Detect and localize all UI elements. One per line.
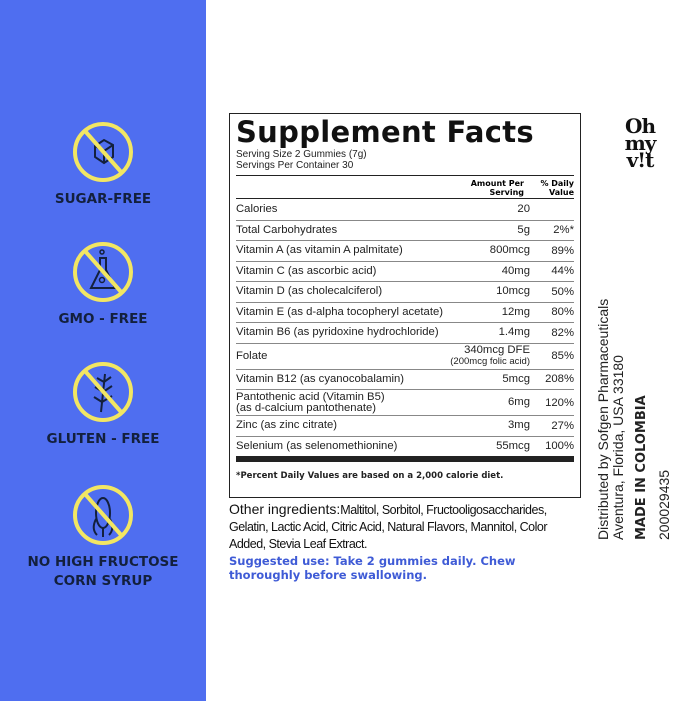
nutrient-amount: 800mcg (489, 244, 530, 257)
nutrient-amount: 1.4mg (498, 326, 530, 339)
nutrient-dv: 89% (551, 244, 574, 257)
product-code: 200029435 (656, 469, 672, 540)
badge-no-hfcs: NO HIGH FRUCTOSE CORN SYRUP (0, 483, 206, 591)
other-ingredients: Other ingredients:Maltitol, Sorbitol, Fr… (229, 501, 585, 553)
nutrient-table: Calories 20 Total Carbohydrates 5g 2%* Vitami… (236, 199, 574, 456)
nutrient-name: Vitamin C (as ascorbic acid) (236, 264, 377, 277)
nutrient-dv: 85% (551, 350, 574, 362)
wheat-icon (73, 362, 133, 422)
nutrient-name: Folate (236, 349, 268, 362)
nutrient-name: Vitamin B12 (as cyanocobalamin) (236, 372, 405, 385)
badge-label: SUGAR-FREE (54, 191, 152, 207)
nutrient-name: Vitamin B6 (as pyridoxine hydrochloride) (236, 326, 439, 339)
nutrient-row: Selenium (as selenomethionine) 55mcg 100% (236, 435, 574, 457)
distributor-info: Distributed by Sofgen Pharmaceuticals Av… (595, 180, 672, 540)
nutrient-dv: 120% (545, 396, 574, 409)
suggested-use: Suggested use: Take 2 gummies daily. Che… (229, 554, 516, 582)
badge-sugar-free: SUGAR-FREE (0, 120, 206, 209)
nutrient-name: Selenium (as selenomethionine) (236, 439, 398, 452)
badge-label-line2: CORN SYRUP (53, 573, 153, 589)
nutrient-row: Vitamin E (as d-alpha tocopheryl acetate… (236, 301, 574, 323)
col-dv: % Daily Value (540, 179, 574, 197)
nutrient-name: Zinc (as zinc citrate) (236, 419, 338, 432)
badge-label: GMO - FREE (58, 311, 148, 327)
address-line: Aventura, Florida, USA 33180 (610, 355, 626, 540)
nutrient-name: Total Carbohydrates (236, 223, 338, 236)
nutrient-dv: 80% (551, 306, 574, 319)
nutrient-row: Calories 20 (236, 199, 574, 220)
brand-logo: Oh my v!t (624, 114, 657, 172)
nutrient-amount: 5g (517, 223, 530, 236)
col-amount: Amount Per Serving (470, 179, 524, 197)
servings-per-container: Servings Per Container 30 (236, 160, 354, 171)
nutrient-amount: 340mcg DFE (200mcg folic acid) (450, 344, 530, 367)
nutrient-row: Folate 340mcg DFE (200mcg folic acid) 85% (236, 342, 574, 369)
nutrient-row: Vitamin B12 (as cyanocobalamin) 5mcg 208% (236, 368, 574, 390)
badge-gmo-free: GMO - FREE (0, 240, 206, 329)
nutrient-row: Vitamin D (as cholecalciferol) 10mcg 50% (236, 281, 574, 302)
distributor-line: Distributed by Sofgen Pharmaceuticals (595, 298, 611, 540)
badge-label: NO HIGH FRUCTOSE (27, 554, 179, 570)
nutrient-row: Zinc (as zinc citrate) 3mg 27% (236, 415, 574, 436)
nutrient-amount: 3mg (508, 419, 530, 432)
nutrient-amount: 55mcg (496, 439, 530, 452)
nutrient-name: Calories (236, 202, 278, 215)
nutrient-dv: 82% (551, 326, 574, 339)
badge-label: GLUTEN - FREE (46, 431, 160, 447)
nutrient-amount: 20 (517, 202, 530, 215)
nutrient-amount: 10mcg (496, 285, 530, 298)
nutrient-row: Total Carbohydrates 5g 2%* (236, 219, 574, 241)
supplement-facts-panel: Supplement Facts Serving Size 2 Gummies … (229, 113, 581, 498)
ingredients-label: Other ingredients: (229, 501, 341, 517)
benefits-panel: SUGAR-FREE GMO - FREE GLUTEN - FREE NO H… (0, 0, 206, 701)
badge-gluten-free: GLUTEN - FREE (0, 360, 206, 449)
nutrient-row: Vitamin A (as vitamin A palmitate) 800mcg… (236, 240, 574, 261)
nutrient-amount: 5mcg (502, 372, 530, 385)
made-in: MADE IN COLOMBIA (634, 395, 649, 540)
nutrient-row: Vitamin C (as ascorbic acid) 40mg 44% (236, 260, 574, 282)
column-headers: Amount Per Serving % Daily Value (236, 176, 574, 198)
ingredients-text: Maltitol, Sorbitol, Fructooligosaccharid… (229, 503, 548, 551)
nutrient-dv: 44% (551, 265, 574, 278)
facts-title: Supplement Facts (236, 115, 534, 149)
nutrient-row: Pantothenic acid (Vitamin B5) (as d-calci… (236, 389, 574, 415)
sugar-cube-icon (73, 122, 133, 182)
nutrient-name: Pantothenic acid (Vitamin B5) (as d-calci… (236, 390, 385, 414)
nutrient-name: Vitamin A (as vitamin A palmitate) (236, 244, 403, 257)
nutrient-dv: 50% (551, 285, 574, 298)
corn-icon (73, 485, 133, 545)
serving-size: Serving Size 2 Gummies (7g) (236, 149, 367, 160)
nutrient-amount: 6mg (508, 396, 530, 408)
nutrient-name: Vitamin E (as d-alpha tocopheryl acetate… (236, 305, 444, 318)
flask-icon (73, 242, 133, 302)
footnote: *Percent Daily Values are based on a 2,0… (236, 471, 504, 481)
nutrient-amount: 12mg (501, 305, 530, 318)
nutrient-dv: 2%* (553, 224, 574, 237)
nutrient-row: Vitamin B6 (as pyridoxine hydrochloride)… (236, 322, 574, 343)
nutrient-dv: 208% (545, 373, 574, 386)
nutrient-name: Vitamin D (as cholecalciferol) (236, 285, 383, 298)
nutrient-dv: 100% (545, 440, 574, 453)
nutrient-dv: 27% (551, 419, 574, 432)
nutrient-amount: 40mg (501, 264, 530, 277)
